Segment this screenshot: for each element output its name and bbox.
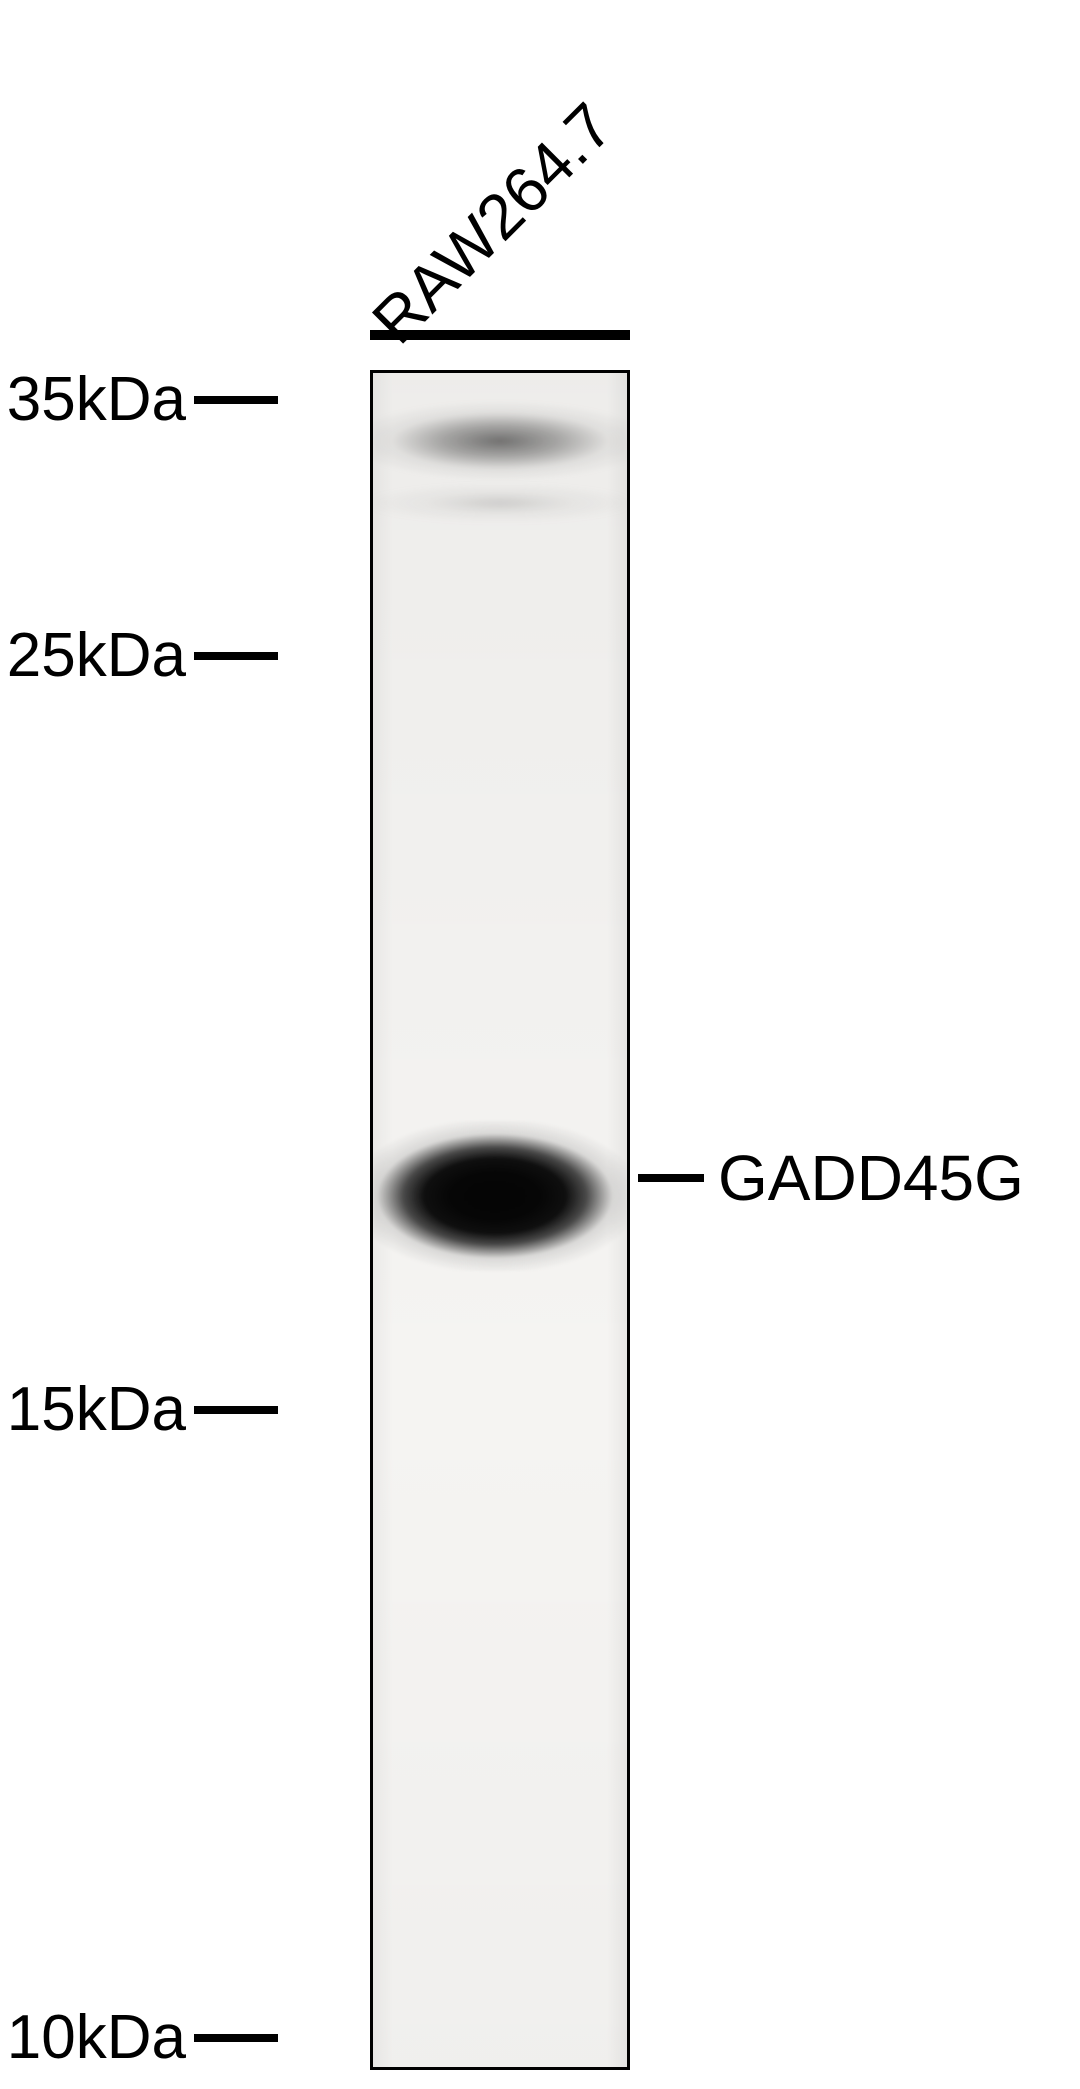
marker-label-2: 15kDa	[7, 1374, 186, 1445]
band-0	[373, 401, 627, 481]
band-2	[373, 1121, 627, 1271]
marker-tick-1	[194, 652, 278, 660]
marker-tick-2	[194, 1406, 278, 1414]
marker-label-3: 10kDa	[7, 2002, 186, 2073]
marker-tick-3	[194, 2034, 278, 2042]
marker-label-1: 25kDa	[7, 620, 186, 691]
protein-label: GADD45G	[718, 1141, 1024, 1215]
western-blot-figure: RAW264.7 35kDa 25kDa 15kDa 10kDa GADD45G	[0, 0, 1080, 2089]
marker-label-0: 35kDa	[7, 364, 186, 435]
marker-tick-0	[194, 396, 278, 404]
lane-label: RAW264.7	[358, 89, 627, 358]
protein-label-tick	[638, 1174, 704, 1182]
band-1	[373, 483, 627, 523]
lane-underline	[370, 330, 630, 340]
blot-lane	[370, 370, 630, 2070]
